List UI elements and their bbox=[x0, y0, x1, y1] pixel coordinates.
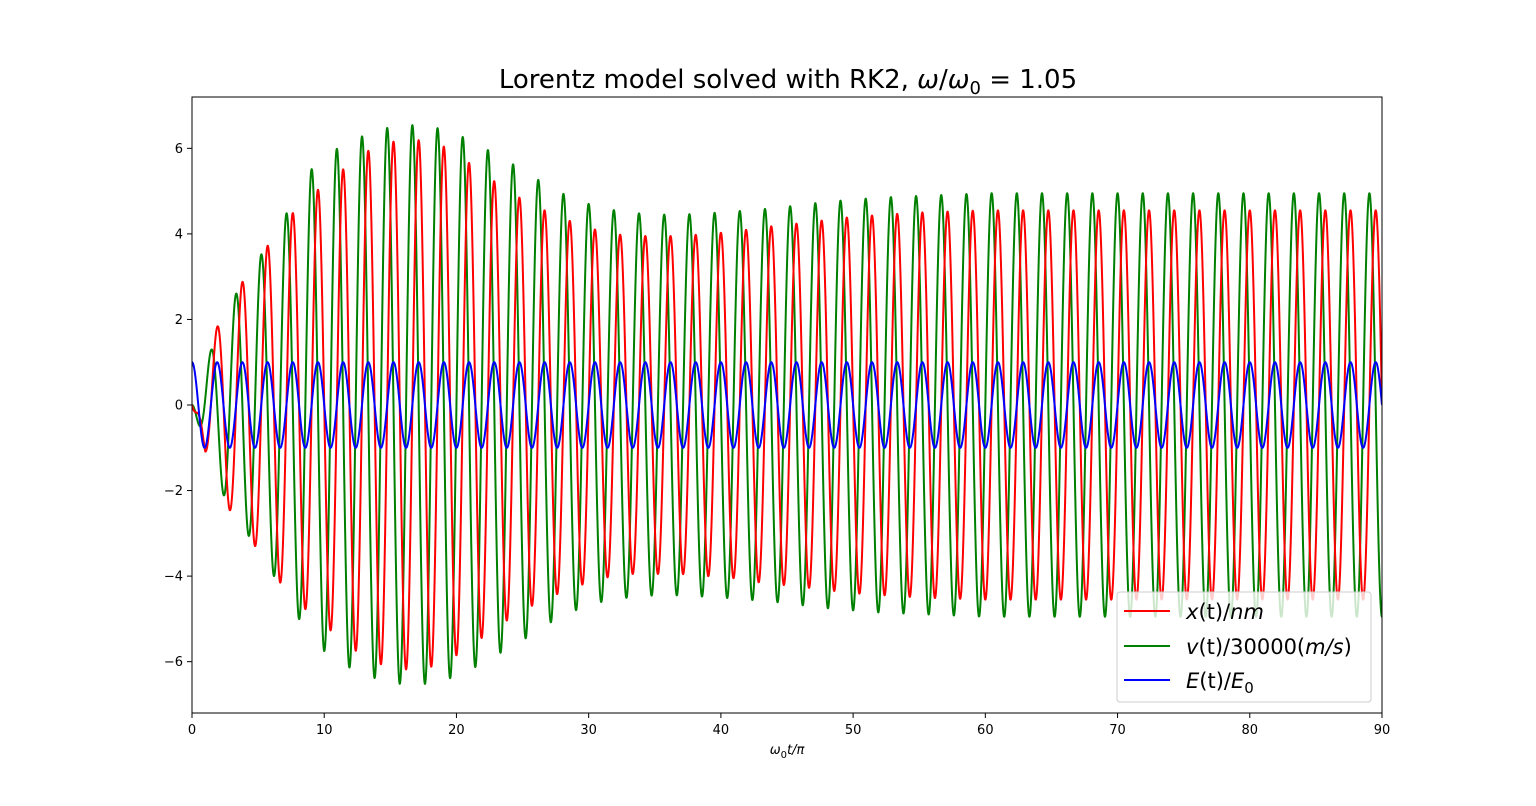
legend-label-x: x(t)/nm bbox=[1185, 600, 1264, 624]
y-tick-label: 6 bbox=[175, 142, 183, 157]
x-tick-label: 30 bbox=[580, 723, 597, 738]
legend-box bbox=[1116, 591, 1372, 703]
legend-label-v: v(t)/30000(m/s) bbox=[1186, 635, 1352, 659]
y-tick-label: 4 bbox=[175, 227, 183, 242]
x-tick-label: 40 bbox=[713, 723, 730, 738]
y-tick-label: −2 bbox=[164, 484, 183, 499]
x-tick-label: 70 bbox=[1109, 723, 1126, 738]
x-tick-label: 60 bbox=[977, 723, 994, 738]
x-tick-label: 50 bbox=[845, 723, 862, 738]
legend-label-E: E(t)/E0 bbox=[1186, 669, 1254, 697]
legend: x(t)/nm v(t)/30000(m/s) E(t)/E0 bbox=[1116, 591, 1372, 703]
x-tick-label: 80 bbox=[1242, 723, 1259, 738]
series-line-E bbox=[192, 361, 1382, 449]
x-tick-label: 20 bbox=[448, 723, 465, 738]
y-tick-label: −4 bbox=[164, 570, 183, 585]
x-axis: 0 10 20 30 40 50 60 70 80 90 bbox=[188, 713, 1390, 738]
series-line-x bbox=[192, 139, 1382, 671]
x-axis-label: ω0t/π bbox=[770, 743, 805, 761]
y-axis: −6 −4 −2 0 2 4 6 bbox=[164, 142, 192, 670]
x-tick-label: 90 bbox=[1374, 723, 1391, 738]
y-tick-label: 2 bbox=[175, 313, 183, 328]
x-tick-label: 10 bbox=[316, 723, 333, 738]
chart-title: Lorentz model solved with RK2, ω/ω0 = 1.… bbox=[499, 65, 1077, 99]
series-layer bbox=[192, 124, 1382, 685]
y-tick-label: 0 bbox=[175, 399, 183, 414]
x-tick-label: 0 bbox=[188, 723, 196, 738]
y-tick-label: −6 bbox=[164, 655, 183, 670]
